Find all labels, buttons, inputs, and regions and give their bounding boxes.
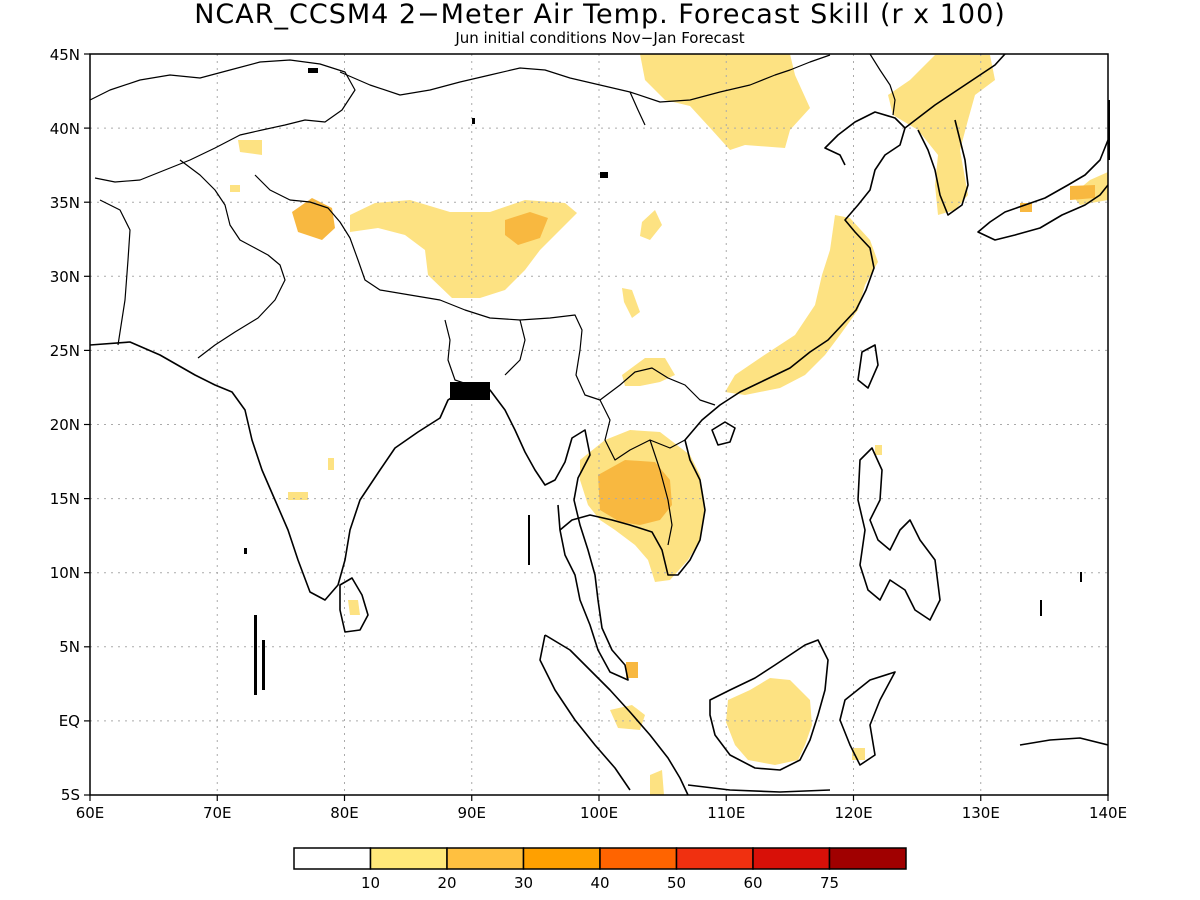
borders <box>90 54 896 546</box>
lon-label: 110E <box>707 804 745 822</box>
lon-label: 70E <box>203 804 232 822</box>
legend-label: 40 <box>590 874 609 892</box>
legend-label: 60 <box>743 874 762 892</box>
axis-ticks <box>84 53 1109 801</box>
skill-region-malaysia <box>626 662 638 678</box>
legend-swatch <box>446 847 525 870</box>
legend-label: 30 <box>514 874 533 892</box>
lat-label: 5N <box>59 638 80 656</box>
skill-region-philippines <box>875 445 882 455</box>
skill-region-small-2 <box>640 210 662 240</box>
legend-swatch <box>675 847 754 870</box>
legend-swatch <box>293 847 372 870</box>
lat-label: 25N <box>50 342 80 360</box>
legend-label: 20 <box>437 874 456 892</box>
lat-label: 35N <box>50 194 80 212</box>
skill-regions <box>230 54 1108 795</box>
lat-label: 20N <box>50 416 80 434</box>
map-title: NCAR_CCSM4 2−Meter Air Temp. Forecast Sk… <box>194 0 1006 30</box>
skill-region-small-4 <box>328 458 334 470</box>
skill-region-kashmir <box>292 198 335 240</box>
skill-region-tibet <box>350 200 577 298</box>
lon-label: 60E <box>76 804 105 822</box>
skill-region-sumatra-south <box>650 770 664 795</box>
skill-region-japan-2 <box>1070 185 1095 200</box>
lon-label: 120E <box>834 804 872 822</box>
lon-labels: 60E 70E 80E 90E 100E 110E 120E 130E 140E <box>76 804 1127 822</box>
skill-region-korea <box>888 55 995 215</box>
coastlines <box>90 54 1108 795</box>
small-islands <box>244 68 1110 695</box>
lon-label: 90E <box>457 804 486 822</box>
lat-label: 40N <box>50 120 80 138</box>
legend-swatch <box>828 847 907 870</box>
color-legend <box>293 847 907 870</box>
legend-label: 10 <box>361 874 380 892</box>
lat-label: EQ <box>59 712 80 730</box>
legend-labels: 10 20 30 40 50 60 75 <box>361 874 839 892</box>
legend-label: 75 <box>820 874 839 892</box>
legend-swatch <box>369 847 448 870</box>
lat-labels: 45N 40N 35N 30N 25N 20N 15N 10N 5N EQ 5S <box>50 46 80 804</box>
skill-region-sumatra <box>610 705 645 730</box>
lat-label: 15N <box>50 490 80 508</box>
legend-label: 50 <box>667 874 686 892</box>
skill-region-small-1 <box>230 185 240 192</box>
lat-label: 30N <box>50 268 80 286</box>
skill-region-indochina-core <box>598 460 672 525</box>
legend-swatch <box>522 847 601 870</box>
lon-label: 100E <box>580 804 618 822</box>
lat-label: 45N <box>50 46 80 64</box>
legend-swatch <box>599 847 678 870</box>
skill-region-tibet-core <box>505 212 548 245</box>
skill-region-srilanka-small <box>348 600 360 615</box>
legend-swatch <box>752 847 831 870</box>
lon-label: 130E <box>962 804 1000 822</box>
lon-label: 140E <box>1089 804 1127 822</box>
lat-label: 5S <box>61 786 80 804</box>
skill-region-borneo <box>726 678 812 765</box>
skill-region-india-small <box>288 492 308 500</box>
lon-label: 80E <box>330 804 359 822</box>
lat-label: 10N <box>50 564 80 582</box>
map-subtitle: Jun initial conditions Nov−Jan Forecast <box>455 29 745 47</box>
skill-region-yunnan <box>622 358 675 386</box>
skill-region-pakistan-north <box>238 140 262 155</box>
skill-region-china-coast <box>725 215 878 395</box>
skill-region-small-3 <box>622 288 640 318</box>
gridlines <box>90 54 1108 795</box>
